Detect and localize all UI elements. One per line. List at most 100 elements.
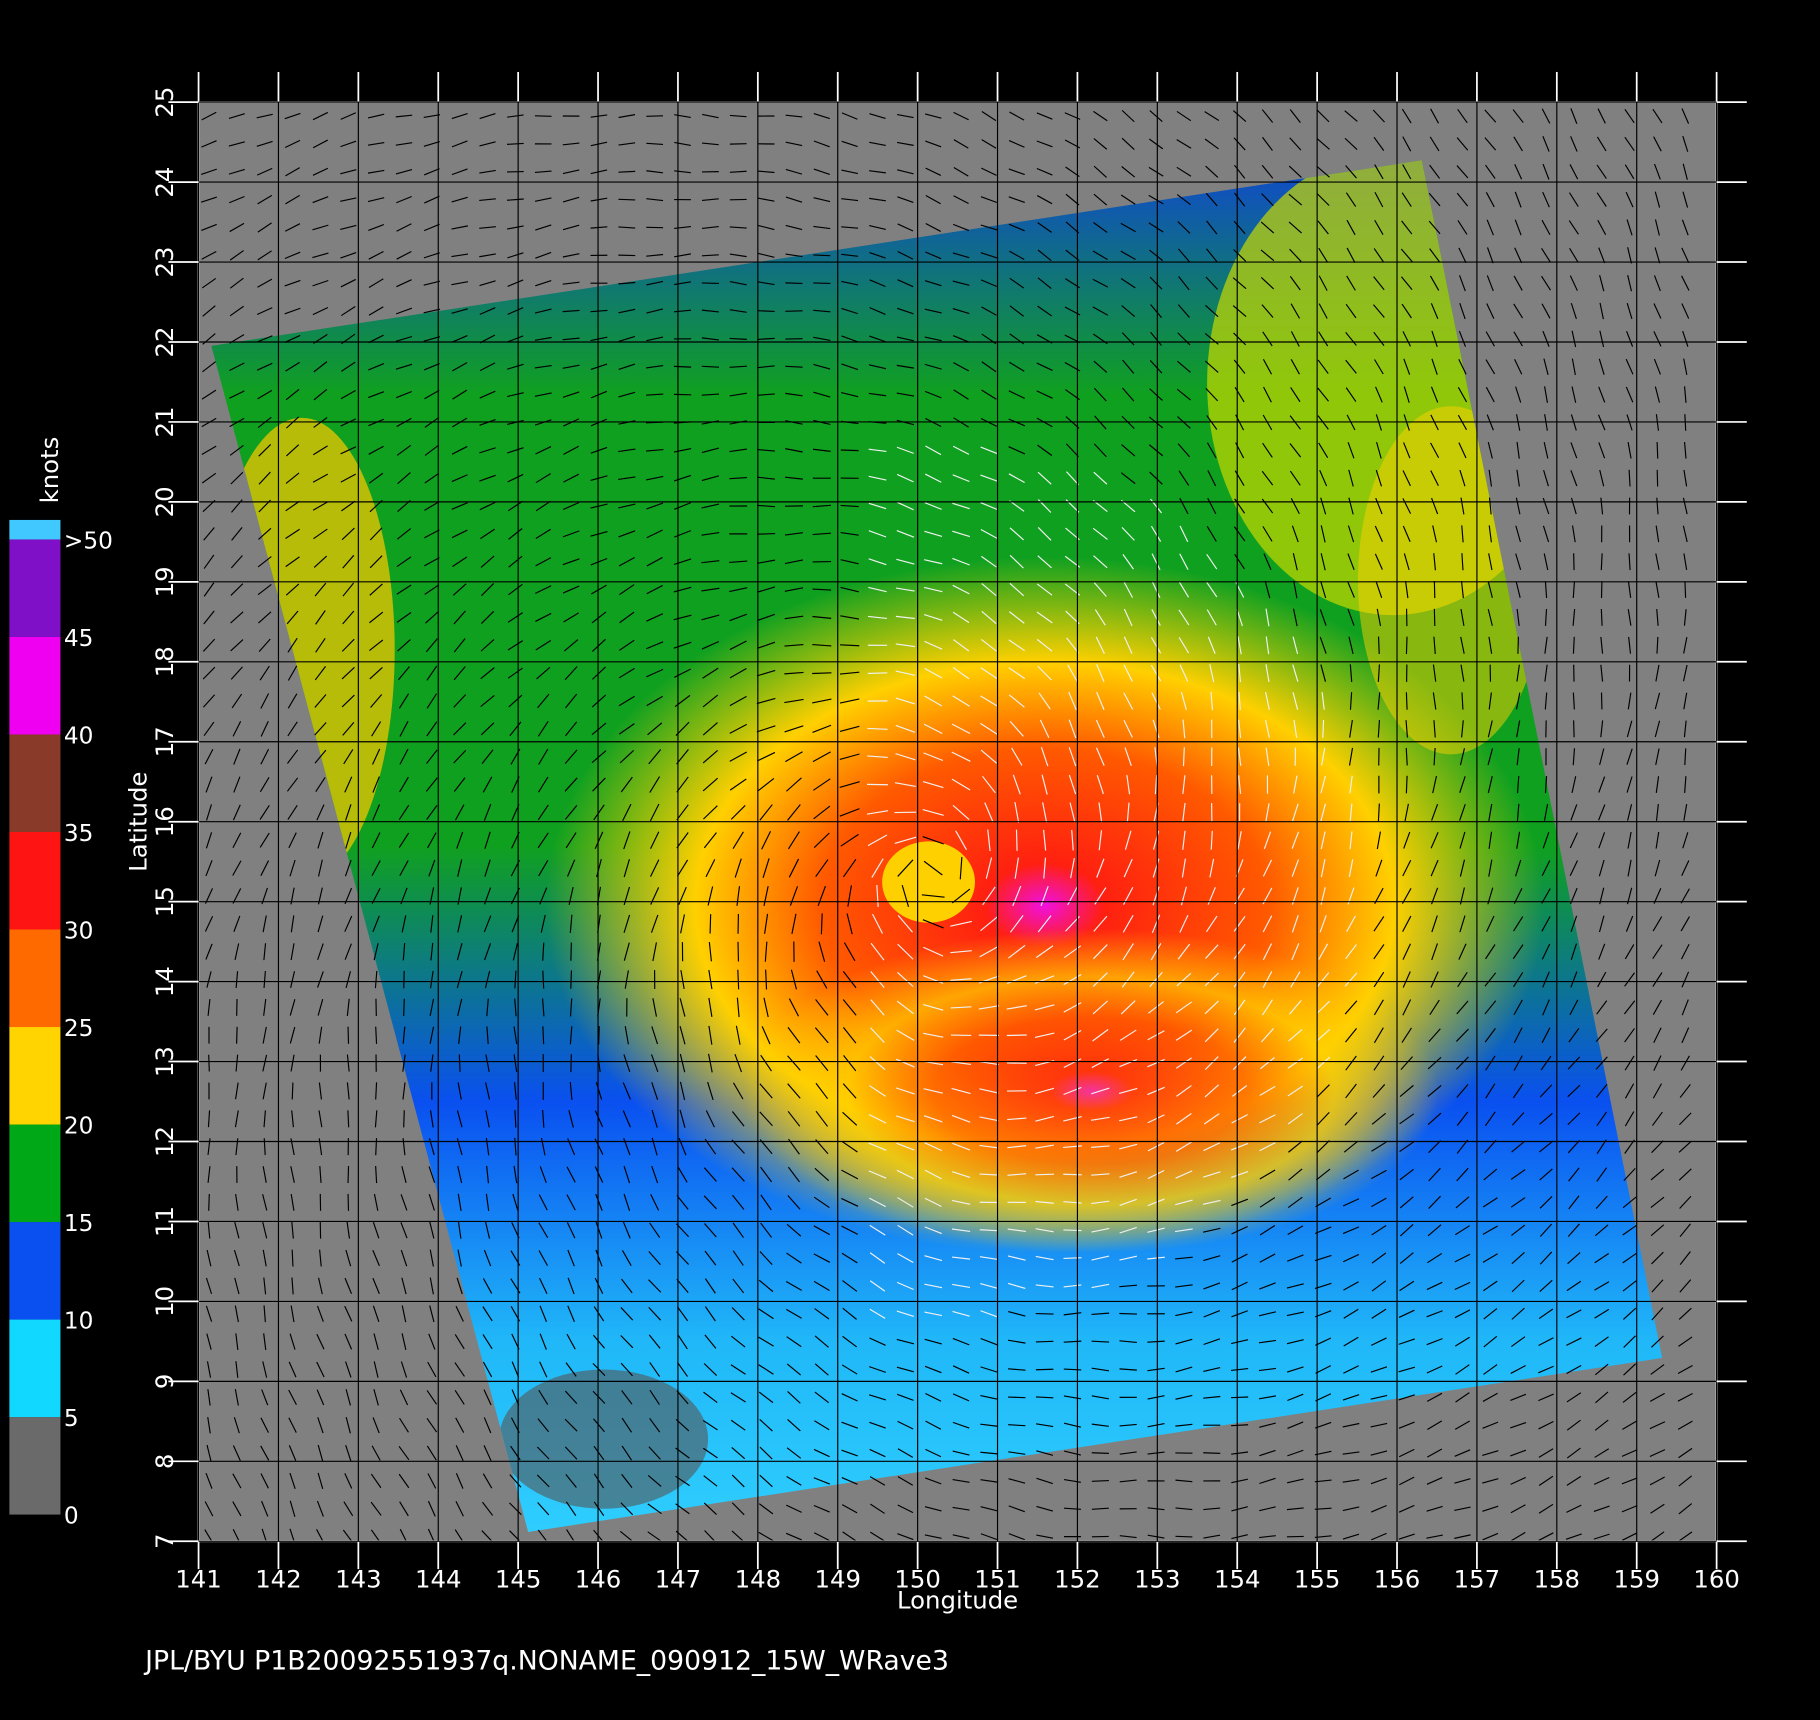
wind-vector — [1009, 527, 1024, 541]
wind-vector — [1678, 1307, 1692, 1320]
wind-vector — [1510, 1197, 1526, 1208]
wind-vector — [1433, 720, 1436, 738]
wind-vector — [787, 1110, 801, 1127]
wind-vector — [979, 1088, 999, 1094]
wind-vector — [507, 667, 523, 679]
wind-vector — [980, 1366, 998, 1373]
wind-vector — [1426, 1338, 1443, 1346]
wind-vector — [1036, 1534, 1054, 1539]
wind-vector — [427, 1361, 437, 1378]
wind-vector — [1461, 720, 1464, 738]
wind-vector — [1148, 1001, 1164, 1014]
wind-vector — [624, 970, 629, 989]
wind-vector — [701, 282, 719, 285]
wind-vector — [424, 472, 440, 484]
wind-vector — [1258, 1339, 1277, 1344]
wind-vector — [369, 611, 384, 624]
wind-vector — [228, 168, 245, 175]
wind-vector — [1120, 250, 1136, 260]
wind-vector — [319, 1249, 322, 1267]
wind-vector — [373, 1333, 379, 1350]
wind-vector — [1322, 719, 1325, 738]
wind-vector — [1598, 915, 1605, 933]
wind-swath — [211, 160, 1663, 1532]
wind-vector — [1203, 1395, 1221, 1399]
wind-vector — [1456, 165, 1469, 179]
axes: 141 142 143 144 145 146 147 148 149 150 151 152 153 1… — [150, 71, 1747, 1594]
wind-vector — [868, 558, 887, 566]
wind-vector — [731, 1474, 745, 1488]
wind-vector — [757, 170, 775, 174]
wind-vector — [759, 1418, 773, 1432]
wind-vector — [1119, 1312, 1138, 1315]
wind-vector — [729, 448, 748, 453]
wind-vector — [1484, 1028, 1496, 1043]
wind-vector — [1373, 944, 1385, 960]
wind-vector — [620, 1335, 634, 1349]
wind-vector — [703, 1195, 718, 1210]
wind-vector — [340, 389, 356, 400]
wind-vector — [207, 1221, 211, 1239]
wind-vector — [1431, 943, 1439, 961]
wind-vector — [1203, 1171, 1221, 1178]
wind-vector — [1231, 1114, 1248, 1124]
wind-vector — [1597, 971, 1607, 988]
wind-vector — [1265, 664, 1270, 683]
wind-vector — [1599, 469, 1605, 487]
wind-vector — [1175, 1284, 1193, 1288]
wind-vector — [925, 445, 942, 456]
wind-vector — [1458, 943, 1467, 960]
wind-vector — [1432, 692, 1437, 710]
wind-vector — [235, 1361, 239, 1378]
wind-vector — [1624, 944, 1635, 960]
wind-vector — [1682, 497, 1688, 515]
wind-vector — [1039, 719, 1050, 739]
wind-vector — [451, 140, 468, 148]
wind-vector — [953, 195, 969, 205]
wind-vector — [924, 390, 942, 399]
wind-vector — [592, 1390, 606, 1404]
x-tick-label: 141 — [175, 1565, 222, 1594]
wind-vector — [1487, 720, 1493, 738]
wind-vector — [1622, 1196, 1637, 1209]
wind-vector — [787, 1027, 801, 1044]
wind-vector — [1566, 1504, 1582, 1513]
wind-vector — [1428, 1195, 1441, 1209]
wind-vector — [924, 1283, 943, 1289]
wind-vector — [479, 169, 496, 174]
wind-vector — [1483, 1364, 1498, 1375]
wind-vector — [618, 226, 636, 229]
wind-vector — [757, 778, 775, 792]
wind-vector — [870, 942, 885, 961]
wind-vector — [839, 671, 860, 675]
wind-vector — [786, 777, 802, 792]
wind-vector — [980, 528, 998, 539]
wind-vector — [730, 805, 746, 820]
wind-vector — [784, 559, 804, 565]
wind-vector — [564, 721, 578, 737]
wind-vector — [370, 1473, 382, 1489]
wind-vector — [1286, 1507, 1304, 1511]
wind-vector — [284, 279, 301, 287]
wind-vector — [820, 913, 823, 935]
wind-vector — [708, 997, 713, 1017]
wind-vector — [285, 444, 300, 457]
wind-vector — [368, 391, 385, 399]
wind-vector — [1035, 1340, 1054, 1343]
wind-vector — [1175, 1256, 1193, 1260]
wind-vector — [952, 557, 970, 566]
wind-vector — [346, 1221, 351, 1239]
wind-vector — [704, 1334, 717, 1349]
wind-vector — [1571, 386, 1577, 403]
wind-vector — [399, 1417, 409, 1433]
wind-vector — [313, 361, 328, 373]
wind-vector — [813, 1253, 831, 1263]
wind-vector — [1654, 720, 1661, 738]
wind-vector — [1539, 1140, 1553, 1153]
wind-vector — [1204, 972, 1219, 987]
wind-vector — [1486, 915, 1495, 932]
wind-vector — [785, 1504, 802, 1513]
wind-vector — [924, 473, 942, 483]
wind-vector — [701, 587, 720, 592]
wind-vector — [1486, 303, 1495, 319]
